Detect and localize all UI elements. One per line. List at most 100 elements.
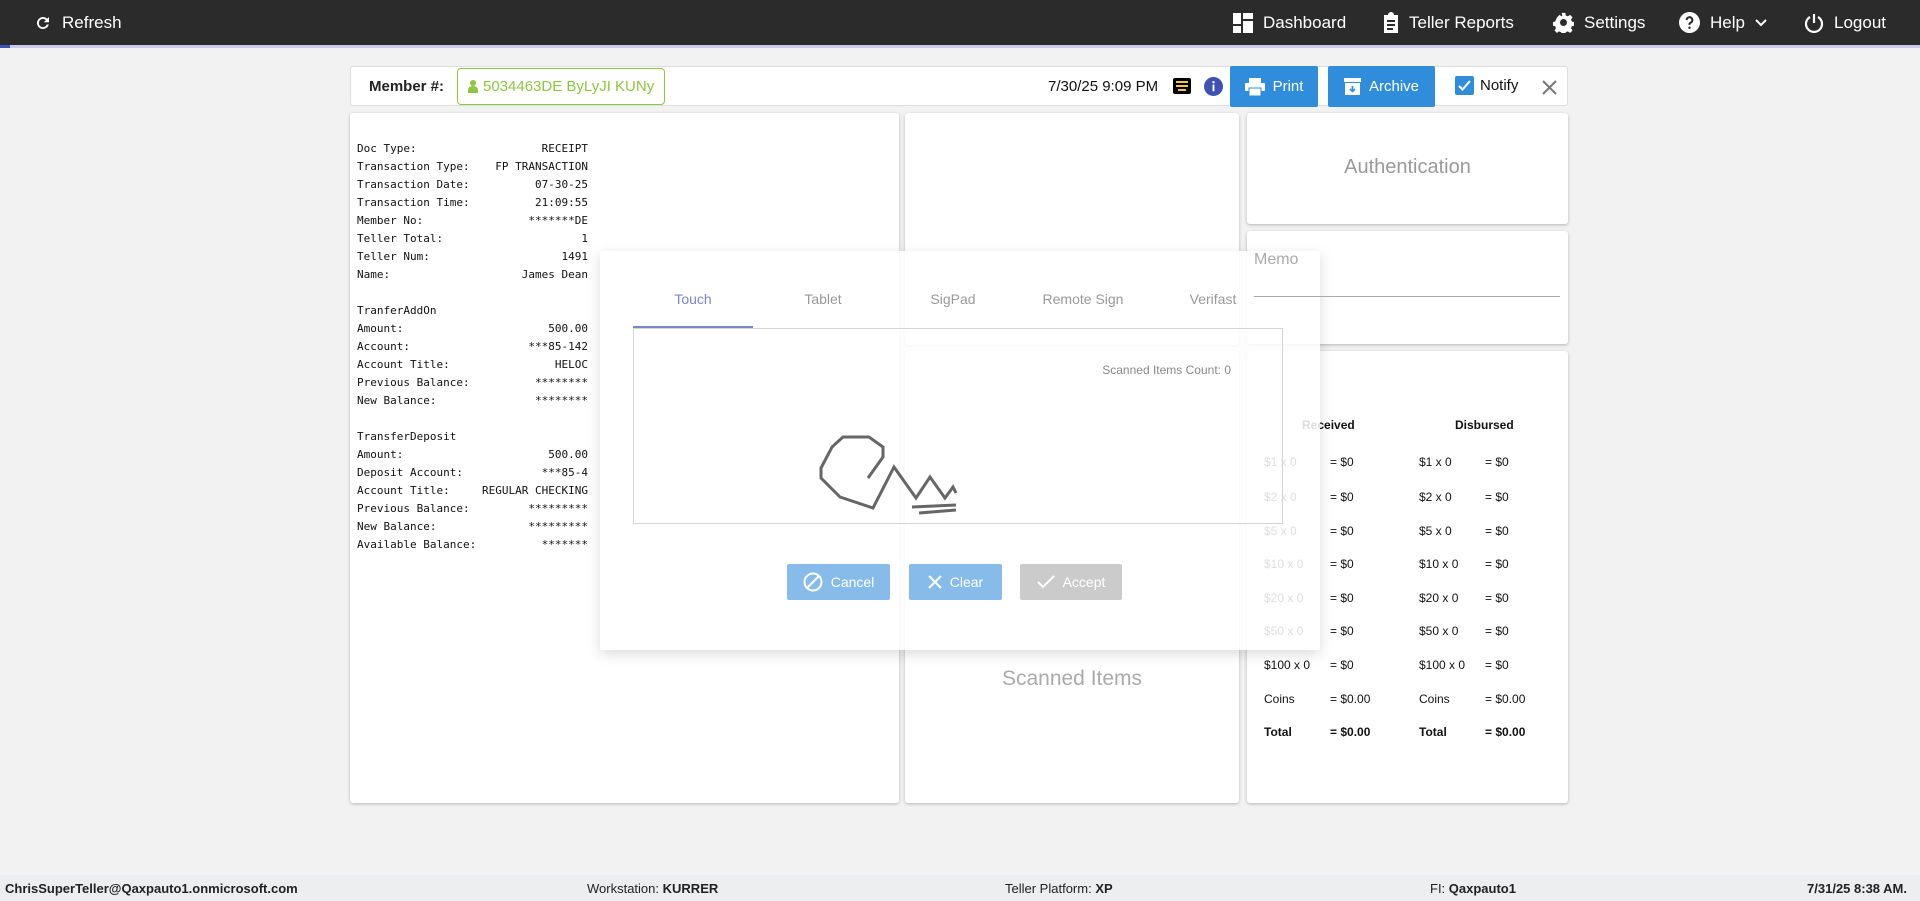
disbursed-cell: = $0.00 (1485, 692, 1526, 706)
accept-button[interactable]: Accept (1020, 564, 1122, 600)
receipt-line: Teller Num: 1491 (357, 250, 588, 263)
notify-checkbox[interactable]: Notify (1455, 76, 1518, 95)
receipt-line: Name: James Dean (357, 268, 588, 281)
nav-dashboard[interactable]: Dashboard (1233, 0, 1346, 45)
received-cell: = $0 (1330, 658, 1354, 672)
printer-icon (1244, 77, 1265, 96)
disbursed-cell[interactable]: $20 x 0 (1419, 591, 1459, 605)
tab-sigpad[interactable]: SigPad (930, 291, 976, 307)
receipt-line: Transaction Date: 07-30-25 (357, 178, 588, 191)
receipt-line: Available Balance: ******* (357, 538, 588, 551)
loading-bar (0, 45, 1920, 48)
received-cell[interactable]: Coins (1264, 692, 1295, 706)
disbursed-cell[interactable]: $5 x 0 (1419, 524, 1452, 538)
clear-button[interactable]: Clear (909, 564, 1002, 600)
refresh-button[interactable]: Refresh (34, 0, 122, 45)
received-cell: = $0.00 (1330, 725, 1371, 739)
cancel-button[interactable]: Cancel (787, 564, 890, 600)
tab-active-indicator (633, 326, 753, 328)
top-nav-bar: Refresh Dashboard Teller Reports Setting… (0, 0, 1920, 45)
receipt-line: Account Title: HELOC (357, 358, 588, 371)
chevron-down-icon (1755, 18, 1767, 26)
received-cell: = $0 (1330, 490, 1354, 504)
keyboard-icon[interactable] (1173, 78, 1191, 94)
member-label: Member #: (369, 78, 445, 95)
transaction-datetime: 7/30/25 9:09 PM (1048, 78, 1159, 95)
receipt-line: Account Title: REGULAR CHECKING (357, 484, 588, 497)
print-button[interactable]: Print (1230, 66, 1318, 107)
disbursed-cell[interactable]: $1 x 0 (1419, 455, 1452, 469)
nav-logout[interactable]: Logout (1804, 0, 1886, 45)
disbursed-cell: Total (1419, 725, 1447, 739)
receipt-line: Doc Type: RECEIPT (357, 142, 588, 155)
gear-icon (1553, 12, 1574, 33)
footer-datetime: 7/31/25 8:38 AM. (1807, 880, 1907, 896)
nav-help[interactable]: Help (1679, 0, 1767, 45)
receipt-line: Previous Balance: ******** (357, 376, 588, 389)
receipt-line: Transaction Time: 21:09:55 (357, 196, 588, 209)
tab-touch[interactable]: Touch (674, 291, 712, 307)
received-cell: = $0 (1330, 624, 1354, 638)
tab-verifast[interactable]: Verifast (1189, 291, 1237, 307)
disbursed-cell[interactable]: $2 x 0 (1419, 490, 1452, 504)
receipt-section-title: TransferDeposit (357, 430, 457, 443)
nav-settings[interactable]: Settings (1553, 0, 1645, 45)
member-badge[interactable]: 5034463DE ByLyJI KUNy (457, 68, 666, 105)
checkbox-checked-icon (1455, 76, 1474, 95)
scanned-items-title: Scanned Items (1001, 667, 1143, 690)
receipt-line: Amount: 500.00 (357, 322, 588, 335)
disbursed-cell[interactable]: $10 x 0 (1419, 557, 1459, 571)
receipt-section-title: TranferAddOn (357, 304, 437, 317)
archive-icon (1343, 78, 1361, 95)
disbursed-header: Disbursed (1455, 418, 1514, 432)
status-bar: ChrisSuperTeller@Qaxpauto1.onmicrosoft.c… (0, 875, 1920, 901)
signature-drawing (819, 435, 958, 515)
disbursed-cell: = $0 (1485, 557, 1509, 571)
receipt-line: Deposit Account: ***85-4 (357, 466, 588, 479)
disbursed-cell: = $0 (1485, 490, 1509, 504)
disbursed-cell[interactable]: Coins (1419, 692, 1450, 706)
disbursed-cell: = $0.00 (1485, 725, 1526, 739)
footer-workstation: Workstation: KURRER (587, 880, 719, 896)
received-cell: = $0 (1330, 557, 1354, 571)
received-cell: = $0 (1330, 591, 1354, 605)
user-icon (468, 80, 478, 93)
disbursed-cell[interactable]: $50 x 0 (1419, 624, 1459, 638)
dashboard-icon (1233, 12, 1253, 33)
refresh-icon (36, 16, 49, 29)
disbursed-cell: = $0 (1485, 591, 1509, 605)
receipt-line: Amount: 500.00 (357, 448, 588, 461)
footer-platform: Teller Platform: XP (1005, 880, 1113, 896)
tab-tablet[interactable]: Tablet (804, 291, 842, 307)
memo-input[interactable]: Memo (1254, 251, 1560, 297)
signature-modal: Touch Tablet SigPad Remote Sign Verifast Can… (600, 251, 1320, 650)
close-icon[interactable] (1542, 80, 1557, 95)
disbursed-cell: = $0 (1485, 658, 1509, 672)
x-icon (928, 575, 942, 589)
received-cell: Total (1264, 725, 1292, 739)
signature-pad[interactable] (633, 328, 1283, 524)
authentication-title: Authentication (1344, 156, 1471, 178)
received-cell[interactable]: $100 x 0 (1264, 658, 1311, 672)
disbursed-cell: = $0 (1485, 455, 1509, 469)
received-cell: = $0 (1330, 455, 1354, 469)
authentication-panel[interactable]: Authentication (1247, 113, 1568, 224)
receipt-line: New Balance: ******** (357, 394, 588, 407)
receipt-line: Teller Total: 1 (357, 232, 588, 245)
receipt-line: Previous Balance: ********* (357, 502, 588, 515)
clipboard-icon (1384, 12, 1398, 33)
tab-remote-sign[interactable]: Remote Sign (1042, 291, 1124, 307)
nav-teller-reports[interactable]: Teller Reports (1383, 0, 1514, 45)
check-icon (1036, 575, 1055, 589)
help-icon (1679, 12, 1700, 33)
footer-user: ChrisSuperTeller@Qaxpauto1.onmicrosoft.c… (5, 880, 298, 896)
receipt-text: Doc Type: RECEIPT Transaction Type: FP TRAN… (357, 140, 588, 554)
receipt-line: Transaction Type: FP TRANSACTION (357, 160, 588, 173)
disbursed-cell[interactable]: $100 x 0 (1419, 658, 1466, 672)
transaction-header: Member #: 5034463DE ByLyJI KUNy 7/30/25 … (350, 66, 1568, 107)
power-icon (1804, 13, 1824, 33)
disbursed-cell: = $0 (1485, 624, 1509, 638)
archive-button[interactable]: Archive (1328, 66, 1435, 107)
info-icon[interactable] (1204, 77, 1223, 96)
received-cell: = $0 (1330, 524, 1354, 538)
